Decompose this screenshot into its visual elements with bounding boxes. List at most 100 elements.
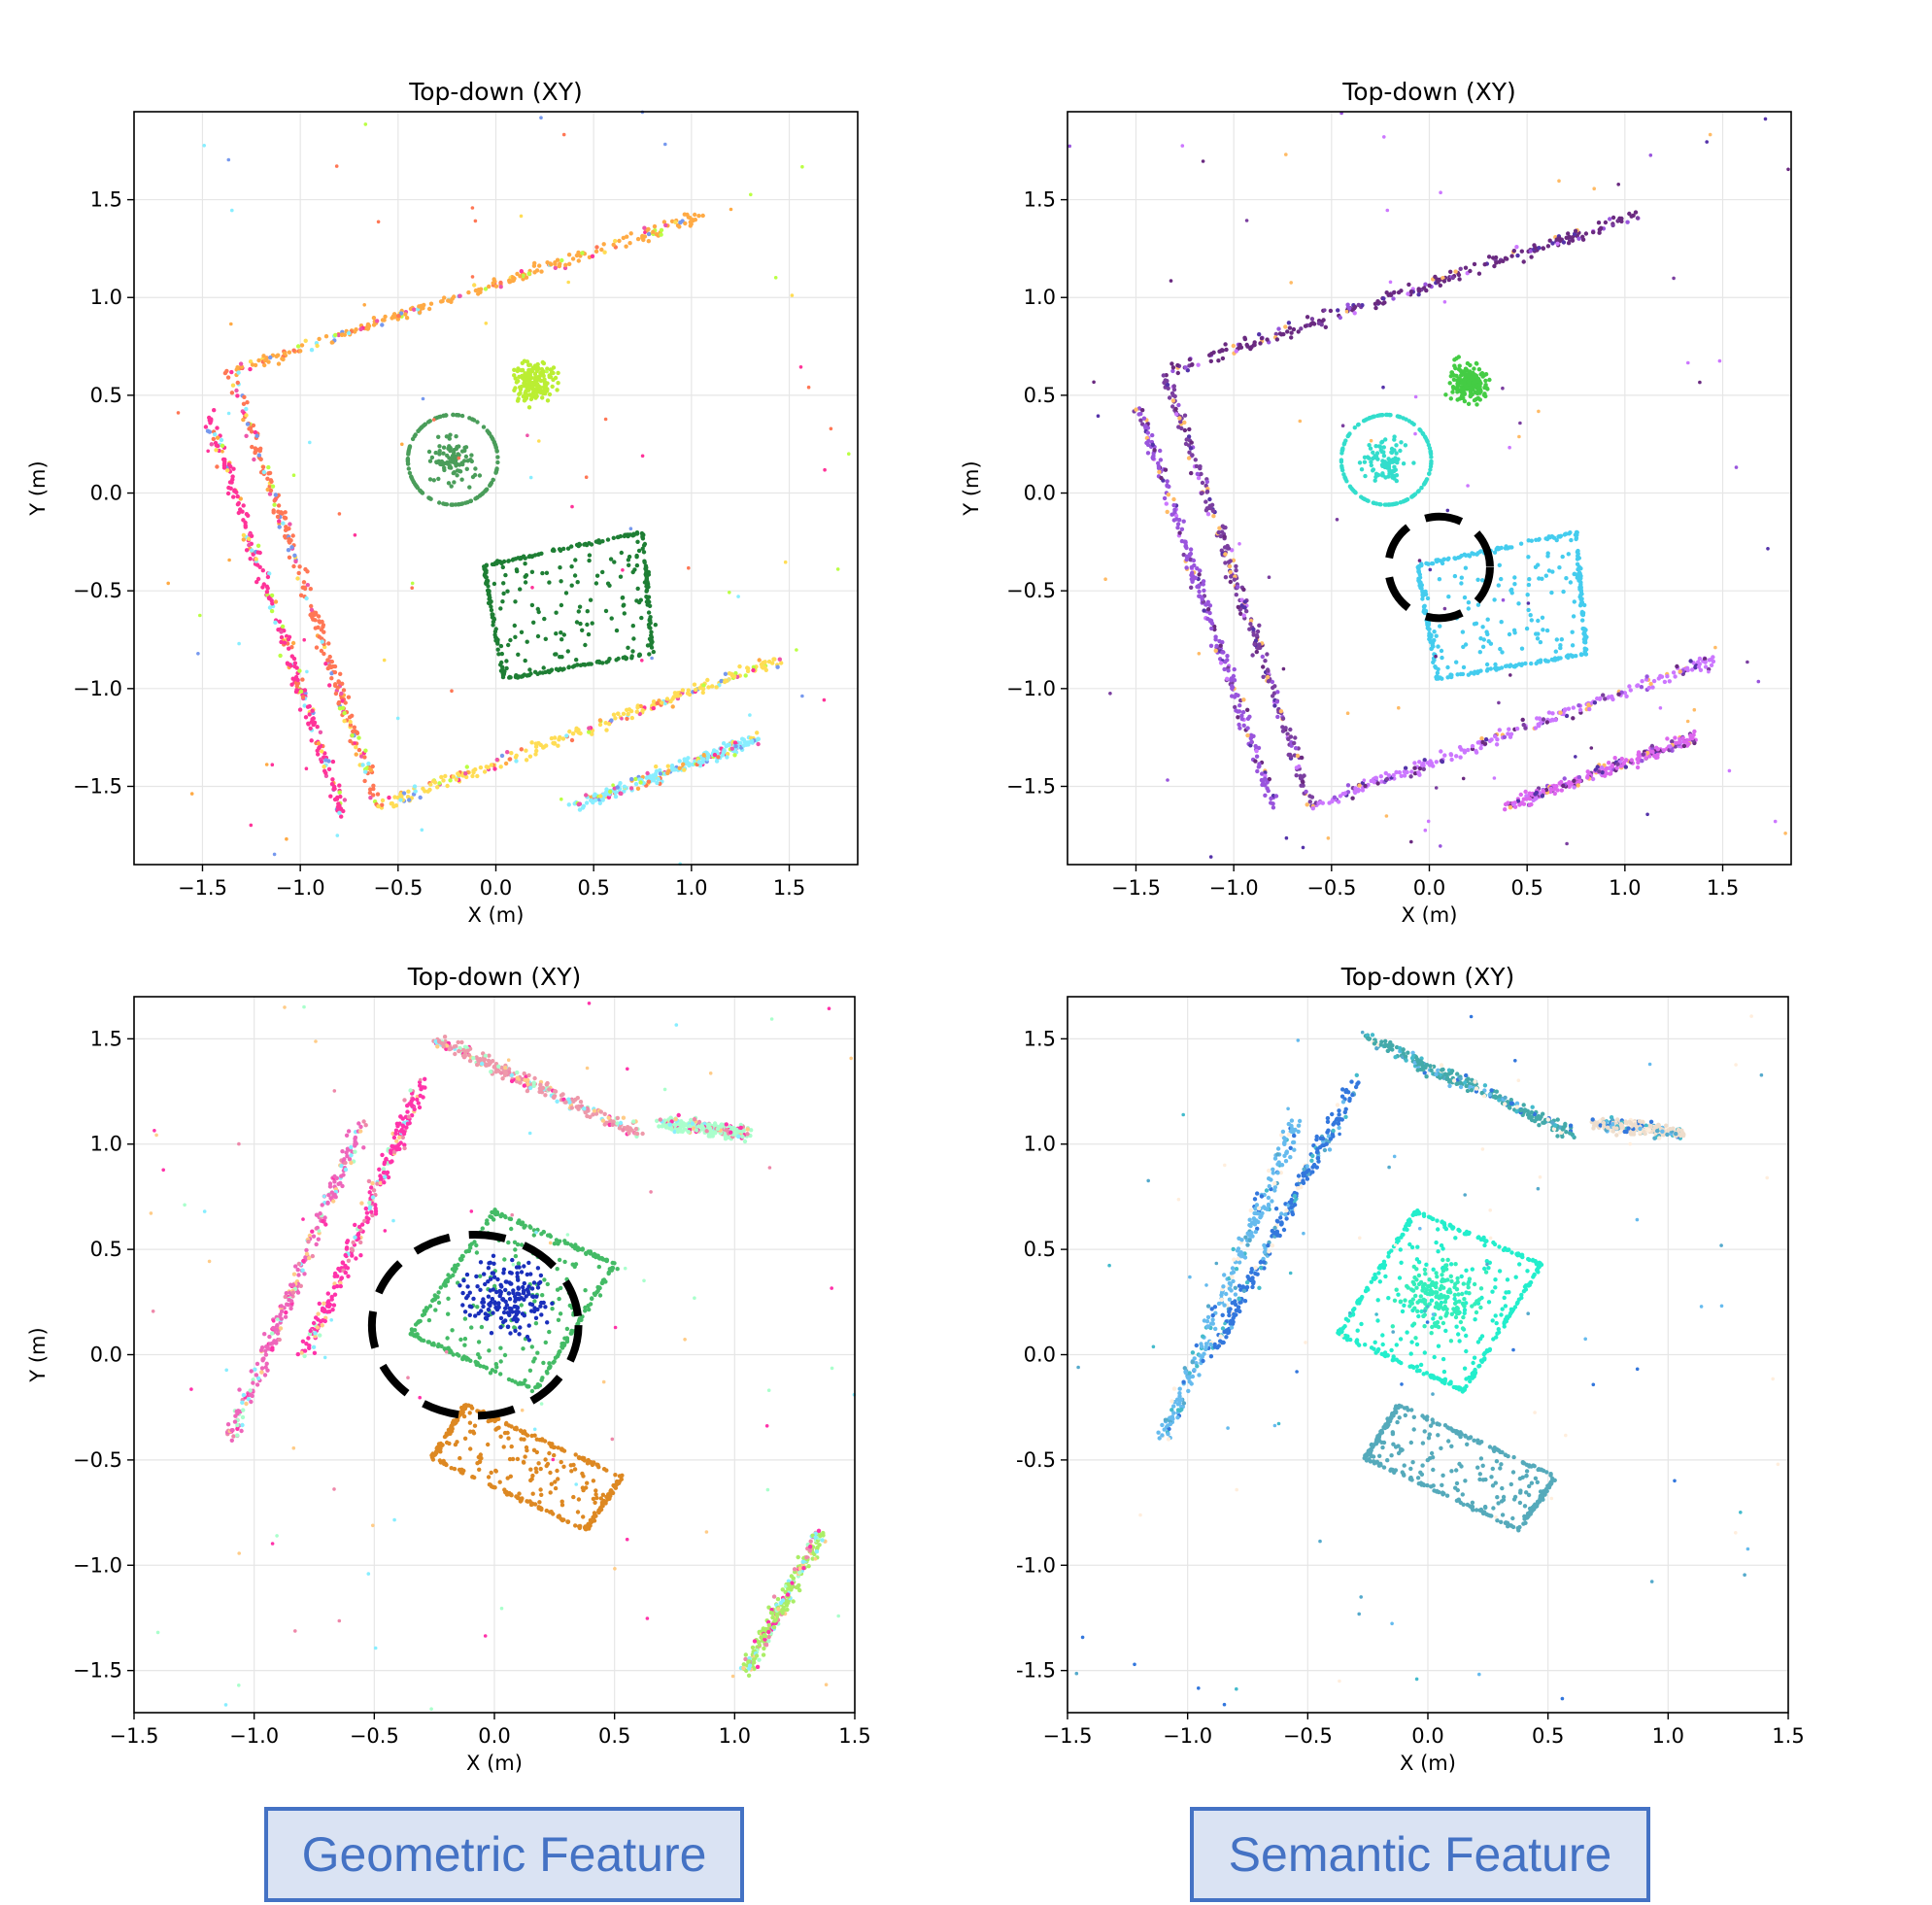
scatter-point bbox=[458, 293, 462, 298]
scatter-point bbox=[625, 234, 629, 239]
scatter-point bbox=[1484, 629, 1489, 634]
scatter-point bbox=[1260, 654, 1266, 660]
scatter-point bbox=[1218, 533, 1224, 539]
scatter-point bbox=[267, 1334, 272, 1340]
scatter-point bbox=[1674, 740, 1678, 745]
scatter-point bbox=[655, 700, 660, 706]
scatter-point bbox=[1472, 261, 1477, 267]
scatter-point bbox=[1505, 256, 1509, 261]
scatter-point bbox=[437, 449, 442, 454]
scatter-point bbox=[467, 485, 472, 490]
scatter-point bbox=[605, 581, 611, 586]
scatter-point bbox=[1627, 684, 1632, 689]
scatter-point bbox=[608, 557, 614, 561]
scatter-point bbox=[516, 379, 521, 384]
scatter-point bbox=[370, 1195, 376, 1200]
scatter-point bbox=[1450, 275, 1456, 281]
scatter-point bbox=[1628, 688, 1634, 693]
scatter-point bbox=[621, 711, 627, 716]
scatter-point bbox=[294, 665, 299, 670]
y-tick-label: 1.0 bbox=[90, 286, 122, 309]
scatter-point bbox=[549, 262, 554, 267]
scatter-point bbox=[461, 459, 467, 463]
scatter-point bbox=[1472, 384, 1477, 390]
scatter-point bbox=[361, 1145, 366, 1150]
scatter-point bbox=[405, 1109, 410, 1114]
scatter-point bbox=[1534, 631, 1539, 636]
scatter-point bbox=[554, 666, 559, 671]
scatter-point bbox=[669, 219, 675, 223]
scatter-point bbox=[1274, 699, 1280, 704]
scatter-point bbox=[1519, 800, 1525, 805]
scatter-point bbox=[492, 442, 497, 447]
scatter-point bbox=[1226, 546, 1232, 551]
scatter-point bbox=[648, 615, 653, 620]
scatter-point bbox=[1658, 673, 1663, 679]
scatter-point bbox=[1468, 369, 1473, 374]
scatter-point bbox=[389, 1148, 393, 1153]
x-axis-label: X (m) bbox=[468, 903, 525, 927]
scatter-point bbox=[494, 466, 499, 471]
scatter-point bbox=[613, 794, 619, 799]
scatter-point bbox=[260, 568, 265, 573]
scatter-point bbox=[1230, 694, 1235, 698]
scatter-point bbox=[1405, 496, 1410, 502]
scatter-point bbox=[253, 362, 258, 368]
scatter-point bbox=[638, 703, 643, 709]
x-tick-label: 1.0 bbox=[675, 876, 707, 900]
scatter-point bbox=[527, 362, 532, 367]
scatter-point bbox=[1573, 228, 1578, 233]
scatter-point bbox=[1285, 731, 1290, 736]
scatter-point bbox=[1598, 696, 1603, 700]
scatter-point bbox=[235, 365, 240, 370]
scatter-point bbox=[823, 467, 827, 472]
scatter-point bbox=[1578, 593, 1583, 597]
scatter-point bbox=[576, 609, 581, 614]
scatter-point bbox=[448, 463, 453, 469]
scatter-point bbox=[673, 220, 678, 224]
scatter-point bbox=[723, 671, 729, 676]
scatter-point bbox=[473, 219, 478, 223]
scatter-point bbox=[1449, 757, 1454, 763]
annotation-dashed-circle bbox=[1384, 512, 1494, 623]
scatter-point bbox=[241, 537, 246, 542]
scatter-point bbox=[609, 616, 614, 621]
scatter-point bbox=[725, 751, 730, 757]
scatter-point bbox=[1452, 556, 1457, 561]
scatter-point bbox=[336, 1266, 341, 1272]
scatter-point bbox=[696, 214, 701, 219]
scatter-point bbox=[1574, 755, 1577, 759]
scatter-point bbox=[519, 629, 525, 634]
scatter-point bbox=[1261, 674, 1266, 679]
scatter-point bbox=[428, 301, 434, 306]
scatter-point bbox=[470, 773, 475, 779]
scatter-point bbox=[1301, 779, 1305, 785]
scatter-point bbox=[1445, 664, 1450, 670]
scatter-point bbox=[1703, 660, 1708, 664]
scatter-point bbox=[337, 783, 342, 788]
scatter-point bbox=[353, 1143, 357, 1148]
scatter-point bbox=[1205, 607, 1211, 612]
scatter-point bbox=[405, 1121, 411, 1126]
scatter-point bbox=[1265, 337, 1270, 342]
scatter-point bbox=[1341, 472, 1346, 477]
scatter-point bbox=[300, 677, 305, 682]
scatter-point bbox=[1210, 508, 1216, 514]
scatter-point bbox=[1237, 703, 1242, 708]
scatter-point bbox=[751, 667, 756, 673]
scatter-point bbox=[349, 1144, 354, 1150]
scatter-point bbox=[297, 707, 303, 712]
scatter-point bbox=[400, 442, 404, 447]
scatter-point bbox=[593, 798, 598, 802]
scatter-point bbox=[1222, 666, 1227, 672]
scatter-point bbox=[576, 258, 581, 263]
scatter-point bbox=[1289, 335, 1294, 340]
scatter-point bbox=[1709, 663, 1714, 667]
scatter-point bbox=[301, 580, 307, 585]
scatter-point bbox=[254, 562, 260, 567]
scatter-point bbox=[1270, 679, 1275, 685]
scatter-point bbox=[334, 164, 339, 168]
scatter-point bbox=[255, 550, 260, 555]
scatter-point bbox=[382, 1160, 388, 1165]
scatter-point bbox=[407, 470, 413, 476]
